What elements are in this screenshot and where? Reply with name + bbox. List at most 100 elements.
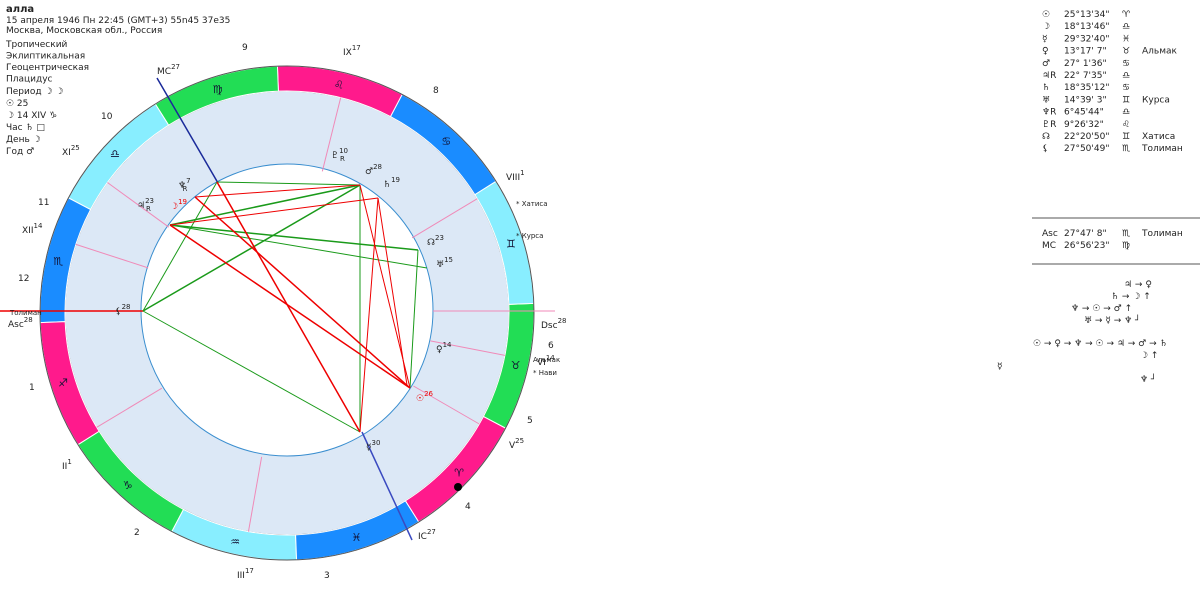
- row-symbol: ♇R: [1042, 120, 1056, 130]
- row-symbol: ♀: [1042, 47, 1049, 57]
- house-number: 6: [548, 341, 554, 351]
- row-star: Альмак: [1142, 47, 1178, 57]
- house-number: 3: [324, 571, 330, 581]
- ruler: Час ♄ □: [6, 123, 45, 133]
- house-number: 11: [38, 198, 49, 208]
- mc-line: [156, 77, 219, 184]
- row-sign: ♌: [1122, 120, 1130, 130]
- row-symbol: ♃R: [1042, 71, 1056, 81]
- row-sign: ♊: [1122, 132, 1130, 142]
- aspect-line: [169, 224, 428, 269]
- row-star: Курса: [1142, 95, 1170, 105]
- label-sup: 19: [178, 198, 187, 206]
- label: ♄19: [383, 176, 400, 190]
- setting: Тропический: [5, 40, 68, 50]
- label: ♀14: [436, 341, 452, 355]
- aspect-line: [169, 224, 419, 251]
- row-symbol: Asc: [1042, 229, 1058, 239]
- label-main: ☉: [416, 394, 424, 404]
- label-sup: 23: [435, 234, 444, 242]
- row-symbol: ☉: [1042, 10, 1050, 20]
- aspects: [142, 181, 428, 433]
- row-symbol: ☿: [1042, 34, 1048, 44]
- label: V25: [509, 437, 524, 451]
- aspect-line: [169, 224, 411, 389]
- label: IC27: [418, 528, 436, 542]
- label-main: ♂: [365, 167, 373, 177]
- label: VIII1: [506, 169, 525, 183]
- aspect-line: [142, 181, 218, 312]
- sign-glyph: ♑: [123, 479, 133, 492]
- label-sup: 15: [444, 256, 453, 264]
- label-main: III: [237, 571, 245, 581]
- cusp-dot: [454, 483, 462, 491]
- house-number: 4: [465, 502, 471, 512]
- ruler: ☉ 25: [6, 99, 28, 109]
- sign-glyph: ♋: [441, 135, 451, 148]
- row-sign: ♎: [1122, 71, 1130, 81]
- label-main: XI: [62, 148, 71, 158]
- aspect-line: [359, 197, 379, 433]
- label: ☿30: [366, 439, 380, 453]
- label-main: VI: [537, 358, 546, 368]
- row-symbol: ♅: [1042, 95, 1050, 105]
- name: алла: [6, 4, 34, 15]
- cusp-line: [96, 387, 163, 428]
- label-sup: 30: [372, 439, 381, 447]
- row-symbol: MC: [1042, 241, 1056, 251]
- sign-glyph: ♍: [213, 83, 223, 96]
- label-sup: 27: [171, 63, 180, 71]
- label-main: ♆: [178, 181, 186, 191]
- label-main: IX: [343, 48, 352, 58]
- row-sign: ♋: [1122, 83, 1130, 93]
- row-symbol: ♆R: [1042, 108, 1056, 118]
- label-sup: 27: [427, 528, 436, 536]
- label-main: MC: [157, 67, 171, 77]
- dispositor: ☽ ↑: [1140, 351, 1158, 361]
- row-sign: ♋: [1122, 59, 1130, 69]
- row-position: 27° 1'36": [1064, 59, 1107, 69]
- row-position: 26°56'23": [1064, 241, 1109, 251]
- sign-glyph: ♊: [506, 238, 516, 251]
- row-position: 25°13'34": [1064, 10, 1109, 20]
- label-sub: R: [340, 155, 345, 163]
- row-position: 14°39' 3": [1064, 95, 1107, 105]
- label-sup: 28: [373, 163, 382, 171]
- row-sign: ♎: [1122, 108, 1130, 118]
- label: ♇10 R: [331, 147, 348, 163]
- row-symbol: ♄: [1042, 83, 1050, 93]
- label-main: ☊: [427, 238, 435, 248]
- row-position: 6°45'44": [1064, 108, 1104, 118]
- row-sign: ♈: [1122, 10, 1131, 20]
- label-sup: 23: [145, 197, 154, 205]
- label-sup: 10: [339, 147, 348, 155]
- label-sup: 14: [443, 341, 452, 349]
- row-symbol: ☊: [1042, 132, 1050, 142]
- star-name: Альмак: [533, 356, 560, 364]
- label-main: ♇: [331, 151, 339, 161]
- aspect-line: [216, 181, 361, 433]
- label-sup: 26: [424, 390, 433, 398]
- cusp-line: [321, 97, 342, 172]
- sign-glyph: ♈: [454, 466, 464, 479]
- label: ☽19: [170, 198, 187, 212]
- cusp-line: [430, 340, 506, 356]
- aspect-line: [359, 184, 411, 389]
- label-main: ♀: [436, 345, 443, 355]
- ruler: Год ♂: [6, 147, 34, 157]
- label-sup: 17: [352, 44, 361, 52]
- label-sup: 14: [33, 222, 42, 230]
- label-sup: 28: [122, 303, 131, 311]
- dispositor: ☿: [997, 362, 1003, 372]
- setting: Эклиптикальная: [6, 52, 85, 62]
- row-star: Толиман: [1141, 229, 1183, 239]
- aspect-line: [142, 310, 361, 433]
- row-symbol: ⚸: [1042, 144, 1049, 154]
- dispositor: ♆ → ☉ → ♂ ↑: [1071, 304, 1132, 314]
- star-name: Толиман: [9, 309, 42, 317]
- label-main: Dsc: [541, 321, 558, 331]
- dispositor: ♆ ┘: [1140, 373, 1156, 385]
- label: XI25: [62, 144, 80, 158]
- ruler: Период ☽ ☽: [6, 87, 63, 97]
